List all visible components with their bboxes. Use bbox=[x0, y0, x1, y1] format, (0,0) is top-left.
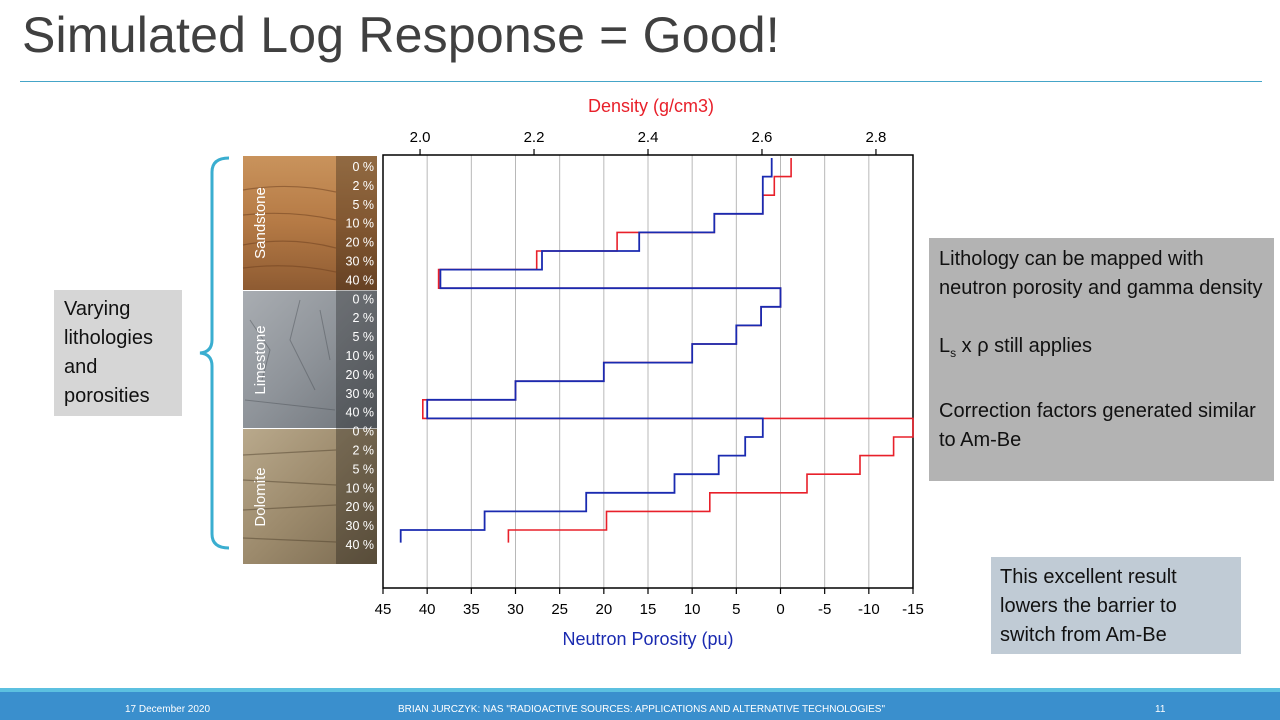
title-divider bbox=[20, 81, 1262, 82]
footer-bar: 17 December 2020 BRIAN JURCZYK: NAS "RAD… bbox=[0, 688, 1280, 720]
porosity-row-label: 2 % bbox=[352, 179, 374, 193]
porosity-row-label: 5 % bbox=[352, 198, 374, 212]
footer-stripe bbox=[0, 688, 1280, 692]
porosity-row-label: 10 % bbox=[346, 481, 375, 495]
footer-date: 17 December 2020 bbox=[125, 704, 211, 715]
density-tick-label: 2.2 bbox=[524, 129, 545, 146]
neutron-axis-label: Neutron Porosity (pu) bbox=[562, 629, 733, 649]
neutron-tick-label: 0 bbox=[776, 601, 784, 618]
findings-line-3: Correction factors generated similar to … bbox=[939, 400, 1256, 451]
porosity-label-shade bbox=[336, 156, 377, 564]
dolomite-image bbox=[243, 429, 377, 564]
porosity-row-label: 0 % bbox=[352, 292, 374, 306]
porosity-row-label: 0 % bbox=[352, 160, 374, 174]
porosity-row-label: 5 % bbox=[352, 462, 374, 476]
porosity-row-label: 5 % bbox=[352, 330, 374, 344]
density-tick-label: 2.8 bbox=[866, 129, 887, 146]
lithology-images bbox=[242, 156, 377, 564]
density-axis-label: Density (g/cm3) bbox=[588, 96, 714, 116]
lithology-label-sandstone: Sandstone bbox=[252, 187, 269, 259]
density-tick-label: 2.0 bbox=[410, 129, 431, 146]
neutron-tick-label: -10 bbox=[858, 601, 880, 618]
neutron-tick-label: 20 bbox=[595, 601, 612, 618]
limestone-image bbox=[243, 291, 377, 428]
neutron-tick-label: 25 bbox=[551, 601, 568, 618]
neutron-tick-label: 10 bbox=[684, 601, 701, 618]
findings-line-2-main: L bbox=[939, 335, 951, 357]
porosity-row-label: 20 % bbox=[346, 368, 375, 382]
porosity-row-label: 20 % bbox=[346, 236, 375, 250]
findings-line-2-rest: x ρ still applies bbox=[956, 335, 1092, 357]
neutron-tick-label: 30 bbox=[507, 601, 524, 618]
lithology-note: Varying lithologies and porosities bbox=[54, 290, 182, 416]
neutron-tick-label: 15 bbox=[640, 601, 657, 618]
porosity-row-label: 0 % bbox=[352, 425, 374, 439]
porosity-row-label: 40 % bbox=[346, 273, 375, 287]
porosity-row-label: 30 % bbox=[346, 255, 375, 269]
findings-box: Lithology can be mapped with neutron por… bbox=[929, 238, 1274, 481]
density-series-line bbox=[422, 158, 914, 543]
neutron-tick-label: 45 bbox=[375, 601, 392, 618]
conclusion-box: This excellent result lowers the barrier… bbox=[991, 557, 1241, 654]
lithology-bracket bbox=[199, 156, 230, 550]
findings-line-1: Lithology can be mapped with neutron por… bbox=[939, 248, 1263, 299]
log-response-chart: Sandstone Limestone Dolomite 0 % 2 % 5 % 10 %… bbox=[199, 96, 924, 649]
porosity-row-label: 40 % bbox=[346, 538, 375, 552]
density-tick-label: 2.4 bbox=[638, 129, 659, 146]
neutron-series-line bbox=[399, 158, 782, 543]
footer-presenter: BRIAN JURCZYK: NAS "RADIOACTIVE SOURCES:… bbox=[398, 704, 886, 715]
porosity-row-label: 2 % bbox=[352, 444, 374, 458]
neutron-tick-label: -5 bbox=[818, 601, 831, 618]
neutron-tick-label: 40 bbox=[419, 601, 436, 618]
porosity-row-label: 20 % bbox=[346, 500, 375, 514]
porosity-row-label: 40 % bbox=[346, 406, 375, 420]
neutron-tick-label: 35 bbox=[463, 601, 480, 618]
footer-page-number: 11 bbox=[1155, 704, 1166, 715]
porosity-row-label: 30 % bbox=[346, 519, 375, 533]
findings-line-2: Ls x ρ still applies bbox=[939, 332, 1264, 368]
findings-line-2-sub: s bbox=[950, 346, 957, 360]
porosity-row-label: 30 % bbox=[346, 387, 375, 401]
lithology-label-limestone: Limestone bbox=[252, 325, 269, 394]
porosity-row-label: 10 % bbox=[346, 349, 375, 363]
porosity-row-label: 2 % bbox=[352, 311, 374, 325]
porosity-row-label: 10 % bbox=[346, 217, 375, 231]
density-tick-label: 2.6 bbox=[752, 129, 773, 146]
lithology-label-dolomite: Dolomite bbox=[252, 467, 269, 526]
neutron-tick-label: -15 bbox=[902, 601, 924, 618]
neutron-tick-label: 5 bbox=[732, 601, 740, 618]
slide-title: Simulated Log Response = Good! bbox=[22, 7, 780, 63]
